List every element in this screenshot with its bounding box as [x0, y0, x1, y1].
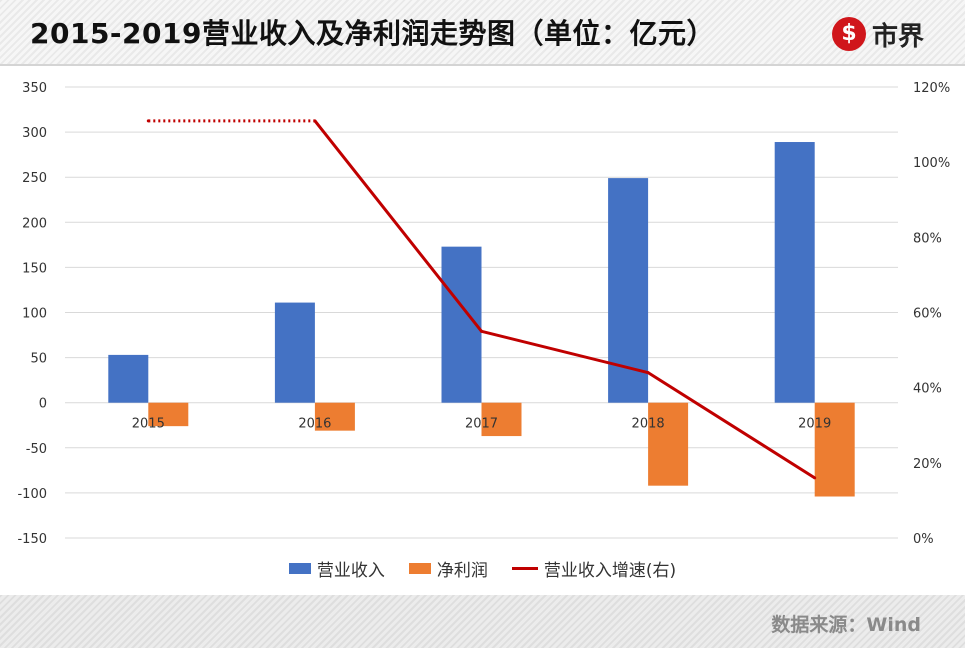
- y-left-tick-label: 100: [22, 307, 47, 322]
- brand-name: 市界: [872, 21, 925, 52]
- legend-swatch-growth: [511, 567, 538, 570]
- y-left-tick-label: 300: [22, 126, 47, 141]
- bar-profit: [814, 402, 855, 497]
- y-left-tick-label: 350: [22, 81, 47, 96]
- bar-profit: [648, 402, 689, 486]
- legend-swatch-revenue: [288, 563, 311, 574]
- legend-swatch-profit: [408, 563, 431, 574]
- bar-profit: [148, 402, 189, 427]
- y-left-tick-label: -100: [17, 487, 47, 502]
- legend-label-growth: 营业收入增速(右): [543, 561, 677, 581]
- combo-chart: -150 -100 -50 0 50 100 150 200 250 300 350 0% 20% 40%…: [17, 81, 950, 547]
- bar-revenue: [774, 142, 815, 403]
- data-source: 数据来源：Wind: [771, 614, 921, 636]
- growth-point: [813, 476, 817, 480]
- y-right-tick-label: 120%: [913, 81, 950, 96]
- legend-item-revenue[interactable]: 营业收入: [288, 556, 385, 581]
- y-left-tick-label: 200: [22, 216, 47, 231]
- x-tick-label: 2018: [632, 417, 665, 432]
- x-tick-label: 2016: [298, 417, 331, 432]
- dollar-icon: $: [832, 17, 866, 51]
- legend-item-profit[interactable]: 净利润: [408, 556, 488, 581]
- y-right-tick-label: 0%: [913, 532, 934, 546]
- bar-revenue: [108, 354, 149, 403]
- chart-legend: 营业收入 净利润 营业收入增速(右): [0, 556, 965, 581]
- growth-point: [146, 119, 150, 123]
- y-right-tick-label: 40%: [913, 382, 942, 397]
- y-left-tick-label: -150: [17, 532, 47, 546]
- y-right-tick-label: 80%: [913, 231, 942, 246]
- legend-label-profit: 净利润: [436, 561, 488, 581]
- bar-profit: [481, 402, 522, 437]
- y-left-tick-label: 150: [22, 261, 47, 276]
- growth-point: [313, 119, 317, 123]
- y-right-tick-label: 100%: [913, 156, 950, 171]
- growth-line: [313, 119, 816, 480]
- page-title: 2015-2019营业收入及净利润走势图（单位：亿元）: [30, 17, 715, 50]
- header-banner: 2015-2019营业收入及净利润走势图（单位：亿元） $ 市界: [0, 0, 965, 66]
- x-tick-label: 2017: [465, 417, 498, 432]
- x-tick-label: 2015: [132, 417, 165, 432]
- y-right-tick-label: 60%: [913, 307, 942, 322]
- y-left-tick-label: -50: [26, 442, 47, 457]
- x-tick-label: 2019: [798, 417, 831, 432]
- growth-point: [480, 329, 483, 333]
- chart-area: -150 -100 -50 0 50 100 150 200 250 300 350 0% 20% 40%…: [0, 66, 965, 591]
- legend-item-growth[interactable]: 营业收入增速(右): [511, 556, 677, 581]
- bar-revenue: [274, 302, 315, 403]
- bar-profit: [314, 402, 355, 431]
- growth-point: [646, 371, 650, 375]
- y-right-tick-label: 20%: [913, 457, 942, 472]
- legend-label-revenue: 营业收入: [316, 561, 385, 581]
- y-left-tick-label: 0: [39, 397, 47, 412]
- footer-banner: 数据来源：Wind: [0, 595, 965, 648]
- y-left-tick-label: 50: [30, 352, 47, 367]
- brand-logo: $ 市界: [832, 14, 924, 54]
- y-left-tick-label: 250: [22, 171, 47, 186]
